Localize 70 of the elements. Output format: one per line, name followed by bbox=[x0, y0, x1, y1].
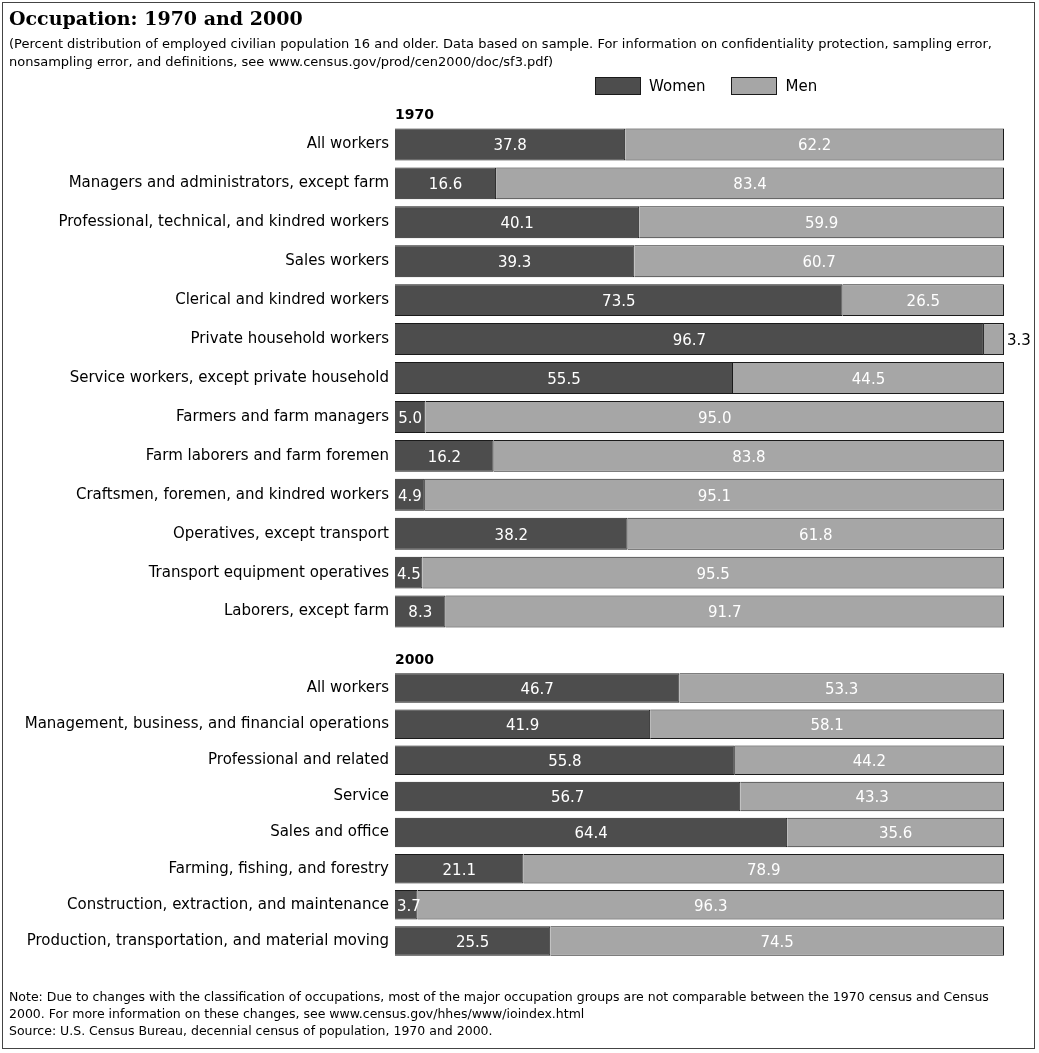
data-label: 56.7 bbox=[550, 788, 585, 807]
data-label: 53.3 bbox=[825, 679, 859, 698]
data-label: 40.1 bbox=[500, 214, 534, 233]
data-label: 95.1 bbox=[697, 486, 732, 505]
data-label: 37.8 bbox=[493, 136, 527, 155]
y-tick-label: Laborers, except farm bbox=[223, 601, 389, 620]
data-label: 78.9 bbox=[747, 860, 781, 879]
data-label: 26.5 bbox=[906, 292, 941, 311]
y-tick-label: Craftsmen, foremen, and kindred workers bbox=[75, 484, 390, 503]
data-label: 96.3 bbox=[694, 896, 728, 915]
data-label: 4.5 bbox=[397, 564, 421, 583]
legend-label: Women bbox=[649, 77, 706, 95]
data-label: 43.3 bbox=[855, 788, 889, 807]
data-label: 59.9 bbox=[804, 214, 839, 233]
data-label: 44.5 bbox=[851, 369, 886, 388]
data-label: 55.5 bbox=[547, 369, 581, 388]
y-tick-label: Sales workers bbox=[285, 251, 390, 270]
data-label: 95.5 bbox=[696, 564, 730, 583]
source-note: Source: U.S. Census Bureau, decennial census of population, 1970 and 2000. bbox=[9, 1022, 494, 1039]
y-tick-label: Service bbox=[333, 786, 389, 805]
y-tick-label: Sales and office bbox=[270, 822, 389, 841]
data-label: 73.5 bbox=[602, 292, 636, 311]
chart-title: 1970 bbox=[395, 105, 435, 122]
data-label: 3.3 bbox=[1007, 330, 1031, 349]
data-label: 44.2 bbox=[852, 752, 887, 771]
y-tick-label: Operatives, except transport bbox=[173, 523, 390, 542]
data-label: 38.2 bbox=[494, 525, 529, 544]
y-tick-label: Farming, fishing, and forestry bbox=[168, 858, 390, 877]
y-tick-label: Production, transportation, and material moving bbox=[26, 930, 389, 949]
data-label: 39.3 bbox=[497, 253, 532, 272]
data-label: 16.2 bbox=[427, 447, 462, 466]
data-label: 4.9 bbox=[397, 486, 422, 505]
data-label: 74.5 bbox=[760, 932, 794, 951]
data-label: 41.9 bbox=[505, 716, 540, 735]
y-tick-label: Professional, technical, and kindred workers bbox=[58, 212, 390, 231]
data-label: 83.4 bbox=[733, 175, 767, 194]
y-tick-label: Service workers, except private household bbox=[69, 367, 389, 386]
y-tick-label: All workers bbox=[306, 134, 390, 153]
text: Men bbox=[785, 77, 818, 95]
data-label: 16.6 bbox=[428, 175, 463, 194]
text: (Percent distribution of employed civilian population 16 and older. Data based on sample. For information on confidentiality protection, sampling error, nonsampling error, and definitions, see www.census.gov/prod/cen2000/doc/sf3.pdf) bbox=[9, 35, 993, 71]
text: Occupation: 1970 and 2000 bbox=[9, 7, 304, 29]
text: Note: Due to changes with the classification of occupations, most of the major occupation groups are not comparable between the 1970 census and Census 2000. For more information on these changes, see www.census.gov/hhes/www/ioindex.html bbox=[9, 988, 990, 1022]
y-tick-label: Professional and related bbox=[208, 750, 389, 769]
y-tick-label: Construction, extraction, and maintenance bbox=[67, 894, 389, 913]
data-label: 60.7 bbox=[802, 253, 836, 272]
data-label: 91.7 bbox=[708, 603, 742, 622]
data-label: 58.1 bbox=[810, 716, 844, 735]
y-tick-label: Managers and administrators, except farm bbox=[68, 173, 389, 192]
y-tick-label: Farmers and farm managers bbox=[176, 406, 390, 425]
y-tick-label: Farm laborers and farm foremen bbox=[145, 445, 389, 464]
data-label: 64.4 bbox=[574, 824, 608, 843]
chart-title: 2000 bbox=[395, 650, 435, 667]
data-label: 8.3 bbox=[408, 603, 433, 622]
y-tick-label: Clerical and kindred workers bbox=[175, 290, 390, 309]
data-label: 83.8 bbox=[732, 447, 766, 466]
y-tick-label: Management, business, and financial operations bbox=[24, 714, 390, 733]
data-label: 95.0 bbox=[698, 408, 732, 427]
data-label: 96.7 bbox=[672, 330, 707, 349]
data-label: 61.8 bbox=[799, 525, 833, 544]
data-label: 5.0 bbox=[398, 408, 423, 427]
y-tick-label: Private household workers bbox=[190, 328, 390, 347]
data-label: 21.1 bbox=[442, 860, 476, 879]
y-tick-label: All workers bbox=[306, 677, 390, 696]
data-label: 55.8 bbox=[548, 752, 582, 771]
data-label: 25.5 bbox=[455, 932, 490, 951]
y-tick-label: Transport equipment operatives bbox=[147, 562, 390, 581]
data-label: 35.6 bbox=[878, 824, 913, 843]
data-label: 62.2 bbox=[797, 136, 832, 155]
data-label: 46.7 bbox=[520, 679, 554, 698]
